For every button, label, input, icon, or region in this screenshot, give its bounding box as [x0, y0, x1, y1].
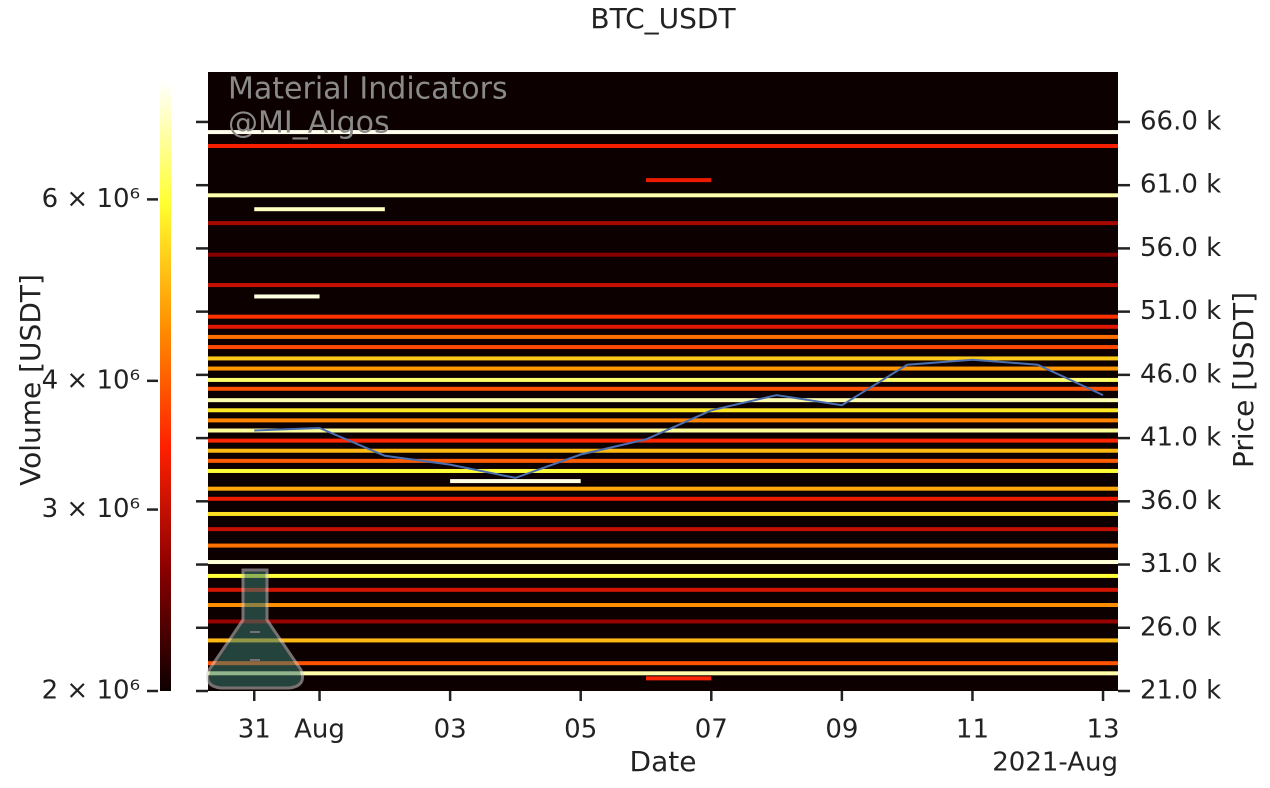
colorbar-tick-label: 2 × 10⁶: [42, 676, 140, 706]
liquidity-level: [208, 428, 1118, 433]
price-line: [254, 358, 1104, 479]
y-tick-label: 56.0 k: [1140, 233, 1221, 263]
colorbar-label: Volume [USDT]: [14, 274, 47, 486]
x-tick-label: 09: [825, 715, 858, 745]
liquidity-level: [208, 511, 1118, 516]
liquidity-level: [208, 324, 1118, 329]
liquidity-level: [208, 638, 1118, 643]
liquidity-level: [208, 587, 1118, 592]
liquidity-level: [208, 366, 1118, 371]
y-tick-label: 31.0 k: [1140, 549, 1221, 579]
y-tick-label: 66.0 k: [1140, 106, 1221, 136]
y-tick-label: 21.0 k: [1140, 676, 1221, 706]
liquidity-level: [645, 178, 712, 183]
liquidity-level: [208, 143, 1118, 148]
liquidity-level: [208, 283, 1118, 288]
liquidity-level: [208, 356, 1118, 361]
watermark: Material Indicators: [228, 72, 508, 107]
y-tick-label: 61.0 k: [1140, 170, 1221, 200]
x-tick-label: 05: [564, 715, 597, 745]
colorbar-tick-label: 3 × 10⁶: [42, 494, 140, 524]
liquidity-level: [208, 418, 1118, 423]
y-tick-label: 26.0 k: [1140, 612, 1221, 642]
liquidity-level: [208, 345, 1118, 350]
liquidity-level: [208, 314, 1118, 319]
liquidity-level: [208, 130, 1118, 135]
x-tick-label: 13: [1086, 715, 1119, 745]
liquidity-level: [208, 527, 1118, 532]
y-tick-label: 46.0 k: [1140, 359, 1221, 389]
x-tick-label: 31: [238, 715, 271, 745]
liquidity-level: [208, 398, 1118, 403]
watermark: @MI_Algos: [228, 106, 390, 141]
liquidity-level: [450, 479, 581, 484]
y-tick-label: 51.0 k: [1140, 296, 1221, 326]
price-layer: [254, 358, 1104, 479]
x-tick-label: Aug: [294, 715, 345, 745]
liquidity-level: [208, 486, 1118, 491]
liquidity-level: [208, 560, 1118, 565]
liquidity-level: [208, 438, 1118, 443]
liquidity-level: [208, 661, 1118, 666]
liquidity-level: [208, 468, 1118, 473]
liquidity-level: [254, 207, 385, 212]
liquidity-level: [208, 377, 1118, 382]
liquidity-level: [208, 334, 1118, 339]
liquidity-level: [208, 386, 1118, 391]
liquidity-level: [208, 458, 1118, 463]
x-tick-label: 07: [695, 715, 728, 745]
liquidity-level: [208, 448, 1118, 453]
liquidity-level: [208, 408, 1118, 413]
liquidity-level: [208, 252, 1118, 257]
liquidity-level: [208, 221, 1118, 226]
x-tick-label: 11: [956, 715, 989, 745]
x-offset-label: 2021-Aug: [992, 748, 1118, 778]
chart-title: BTC_USDT: [590, 2, 736, 35]
liquidity-level: [208, 496, 1118, 501]
liquidity-level: [208, 619, 1118, 624]
y-tick-label: 36.0 k: [1140, 486, 1221, 516]
colorbar-tick-label: 4 × 10⁶: [42, 365, 140, 395]
y-axis-label: Price [USDT]: [1227, 292, 1260, 468]
liquidity-level: [208, 543, 1118, 548]
heatmap: [208, 130, 1118, 681]
colorbar: [160, 82, 171, 691]
liquidity-level: [208, 193, 1118, 198]
liquidity-level: [645, 676, 712, 681]
x-tick-label: 03: [434, 715, 467, 745]
liquidity-level: [254, 294, 320, 299]
y-tick-label: 41.0 k: [1140, 423, 1221, 453]
liquidity-level: [208, 671, 1118, 676]
logo: [206, 568, 304, 690]
liquidity-level: [208, 573, 1118, 578]
colorbar-tick-label: 6 × 10⁶: [42, 184, 140, 214]
liquidity-level: [208, 603, 1118, 608]
x-axis-label: Date: [630, 745, 697, 778]
